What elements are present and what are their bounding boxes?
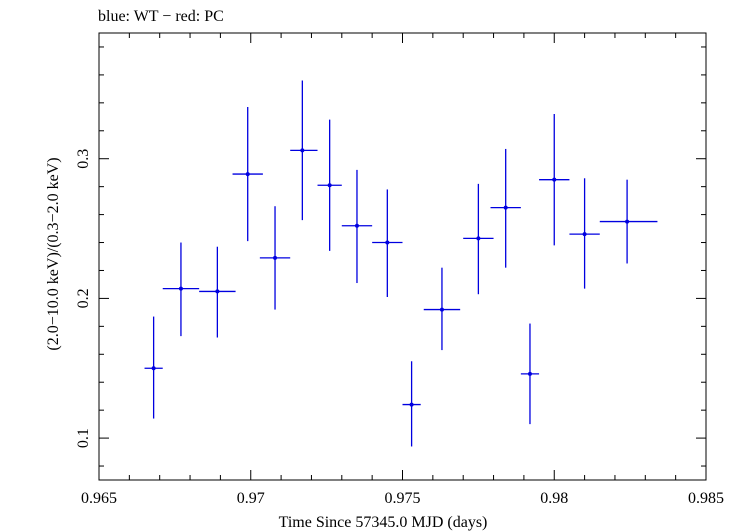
y-tick-label: 0.1 bbox=[75, 428, 92, 448]
y-axis-label: (2.0−10.0 keV)/(0.3−2.0 keV) bbox=[45, 157, 62, 350]
data-marker bbox=[409, 402, 414, 407]
data-point bbox=[372, 189, 403, 298]
data-marker bbox=[327, 183, 332, 188]
data-marker bbox=[582, 232, 587, 237]
x-tick-label: 0.965 bbox=[81, 490, 117, 507]
data-point bbox=[290, 80, 318, 221]
data-marker bbox=[151, 366, 156, 371]
data-marker bbox=[552, 177, 557, 182]
y-tick-label: 0.2 bbox=[75, 288, 92, 308]
data-marker bbox=[439, 307, 444, 312]
data-marker bbox=[300, 148, 305, 153]
data-point bbox=[162, 242, 200, 337]
data-marker bbox=[385, 240, 390, 245]
data-point bbox=[520, 323, 540, 425]
data-point bbox=[490, 148, 521, 268]
data-point bbox=[463, 183, 494, 295]
data-point bbox=[232, 107, 263, 242]
chart-title: blue: WT − red: PC bbox=[98, 8, 224, 25]
data-point bbox=[539, 114, 570, 246]
data-point bbox=[317, 119, 342, 251]
ticks-group: 0.965 0.97 0.975 0.98 0.985 0.1 0.2 0.3 bbox=[75, 33, 724, 507]
data-point bbox=[341, 169, 373, 284]
data-marker bbox=[527, 371, 532, 376]
y-tick-label: 0.3 bbox=[75, 149, 92, 169]
data-point bbox=[402, 361, 421, 447]
data-point bbox=[199, 246, 236, 338]
data-marker bbox=[273, 255, 278, 260]
data-point bbox=[259, 206, 291, 310]
plot-frame-group bbox=[98, 32, 707, 481]
data-marker bbox=[178, 286, 183, 291]
data-marker bbox=[215, 289, 220, 294]
data-marker bbox=[625, 219, 630, 224]
x-axis-label: Time Since 57345.0 MJD (days) bbox=[279, 514, 488, 531]
data-marker bbox=[354, 223, 359, 228]
data-marker bbox=[503, 205, 508, 210]
x-tick-label: 0.985 bbox=[688, 490, 724, 507]
data-marker bbox=[476, 236, 481, 241]
x-tick-label: 0.97 bbox=[237, 490, 265, 507]
data-marker bbox=[245, 172, 250, 177]
data-point bbox=[569, 178, 600, 289]
data-point bbox=[599, 179, 658, 264]
data-points bbox=[144, 80, 658, 447]
x-tick-label: 0.975 bbox=[385, 490, 421, 507]
data-point bbox=[423, 267, 461, 351]
x-tick-label: 0.98 bbox=[540, 490, 568, 507]
plot-frame bbox=[98, 32, 707, 481]
data-point bbox=[144, 316, 163, 419]
